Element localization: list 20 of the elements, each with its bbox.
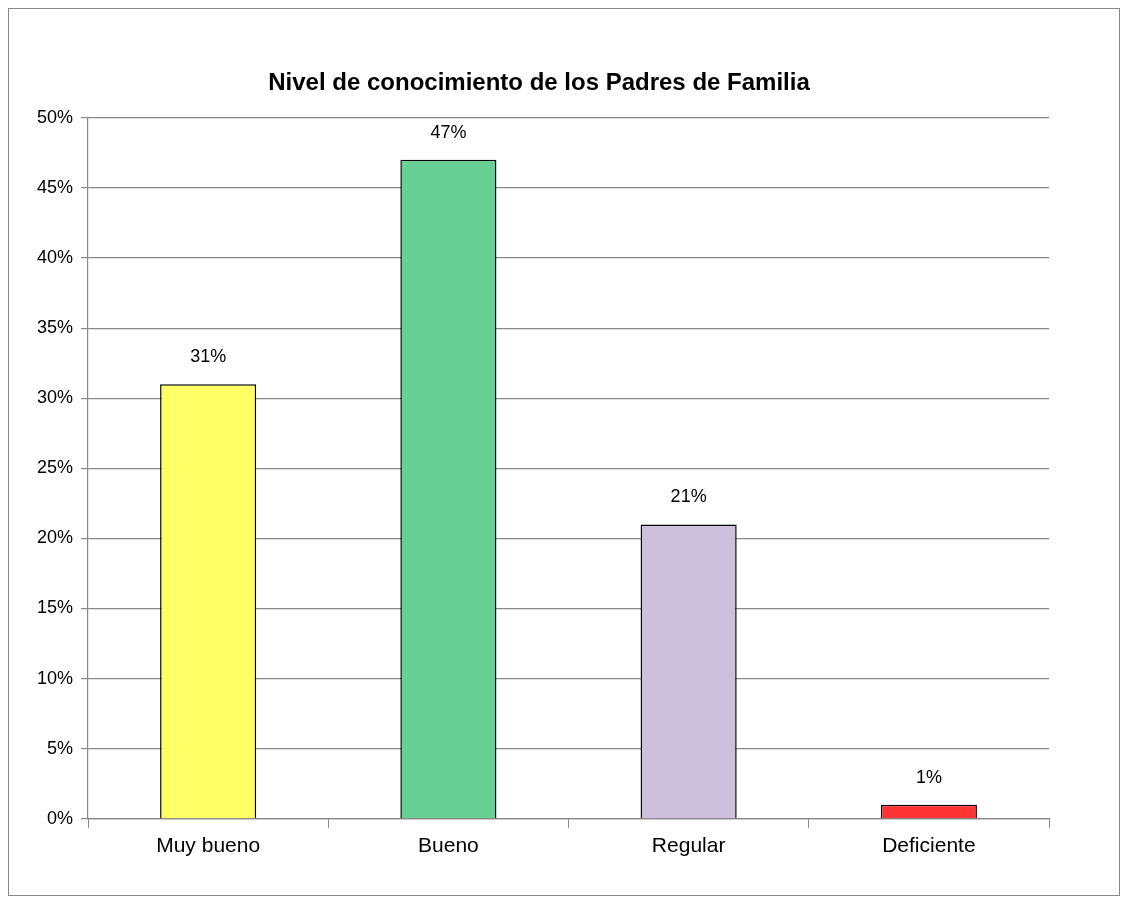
- data-label: 31%: [190, 346, 227, 367]
- y-tick-label: 15%: [37, 597, 74, 618]
- data-label: 21%: [670, 486, 707, 507]
- y-tick-label: 5%: [47, 737, 74, 758]
- y-tick-label: 45%: [37, 176, 74, 197]
- x-tick-label: Deficiente: [882, 833, 976, 857]
- y-tick-label: 40%: [37, 246, 74, 267]
- y-tick-label: 25%: [37, 457, 74, 478]
- x-tick-label: Muy bueno: [156, 833, 261, 857]
- data-label: 1%: [915, 766, 942, 787]
- y-tick-label: 30%: [37, 387, 74, 408]
- y-tick-label: 50%: [37, 106, 74, 127]
- y-tick-label: 35%: [37, 317, 74, 338]
- y-tick-label: 10%: [37, 667, 74, 688]
- chart-title: Nivel de conocimiento de los Padres de Familia: [268, 68, 811, 96]
- y-tick-label: 20%: [37, 527, 74, 548]
- x-tick-label: Regular: [651, 833, 726, 857]
- y-tick-label: 0%: [47, 807, 74, 828]
- x-tick-label: Bueno: [418, 833, 479, 857]
- data-label: 47%: [430, 121, 467, 142]
